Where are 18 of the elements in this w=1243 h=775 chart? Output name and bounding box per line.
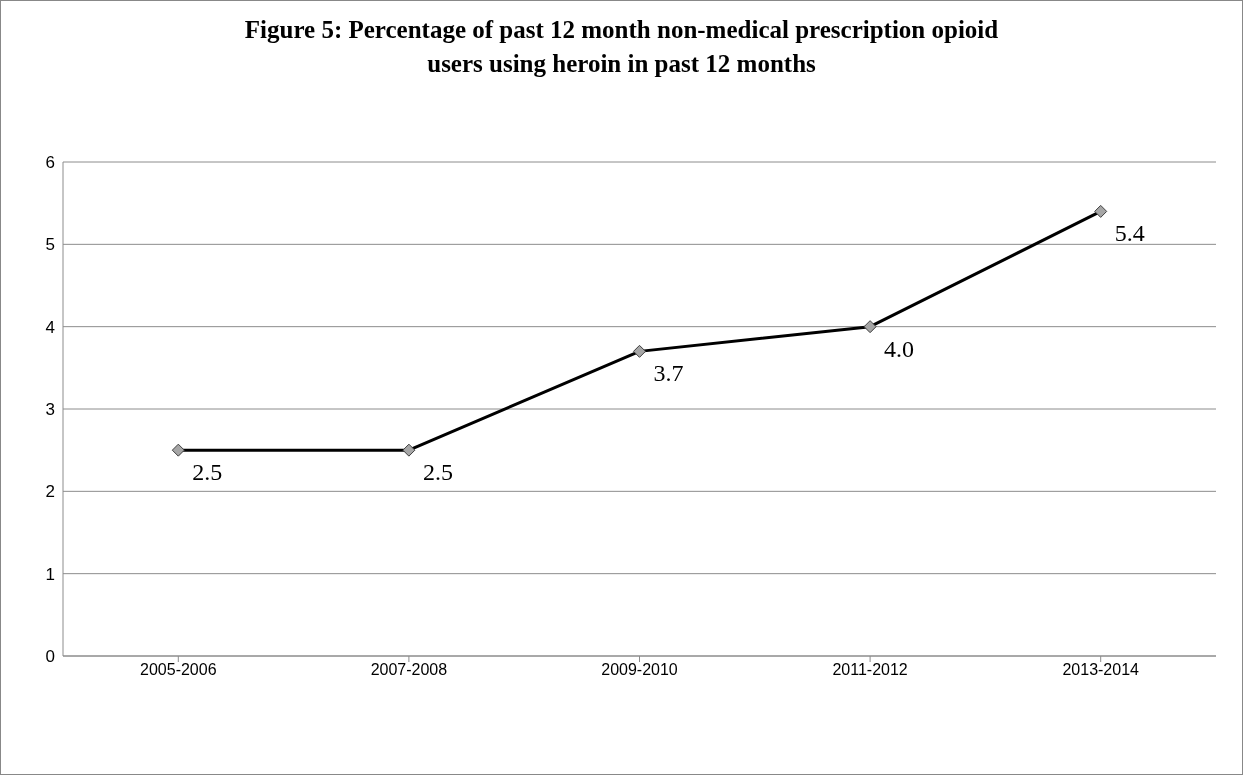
data-label: 3.7 [653,360,684,387]
data-label: 2.5 [422,459,453,486]
data-label: 2.5 [192,459,223,486]
y-tick-label: 2 [45,482,55,502]
x-tick-label: 2009-2010 [601,661,678,679]
y-tick-label: 1 [45,564,55,584]
chart-title: Figure 5: Percentage of past 12 month non-medical prescription opioid users using heroin in past 12 months [243,15,1000,79]
y-tick-label: 6 [45,153,55,173]
x-tick-label: 2005-2006 [140,661,217,679]
y-tick-label: 4 [45,317,55,337]
y-tick-label: 0 [45,647,55,667]
data-label: 4.0 [884,335,915,362]
x-tick-label: 2007-2008 [370,661,448,679]
y-tick-label: 3 [45,400,55,420]
x-tick-label: 2013-2014 [1062,661,1140,679]
x-tick-label: 2011-2012 [832,661,908,679]
y-tick-label: 5 [45,235,55,255]
data-label: 5.4 [1114,220,1145,247]
